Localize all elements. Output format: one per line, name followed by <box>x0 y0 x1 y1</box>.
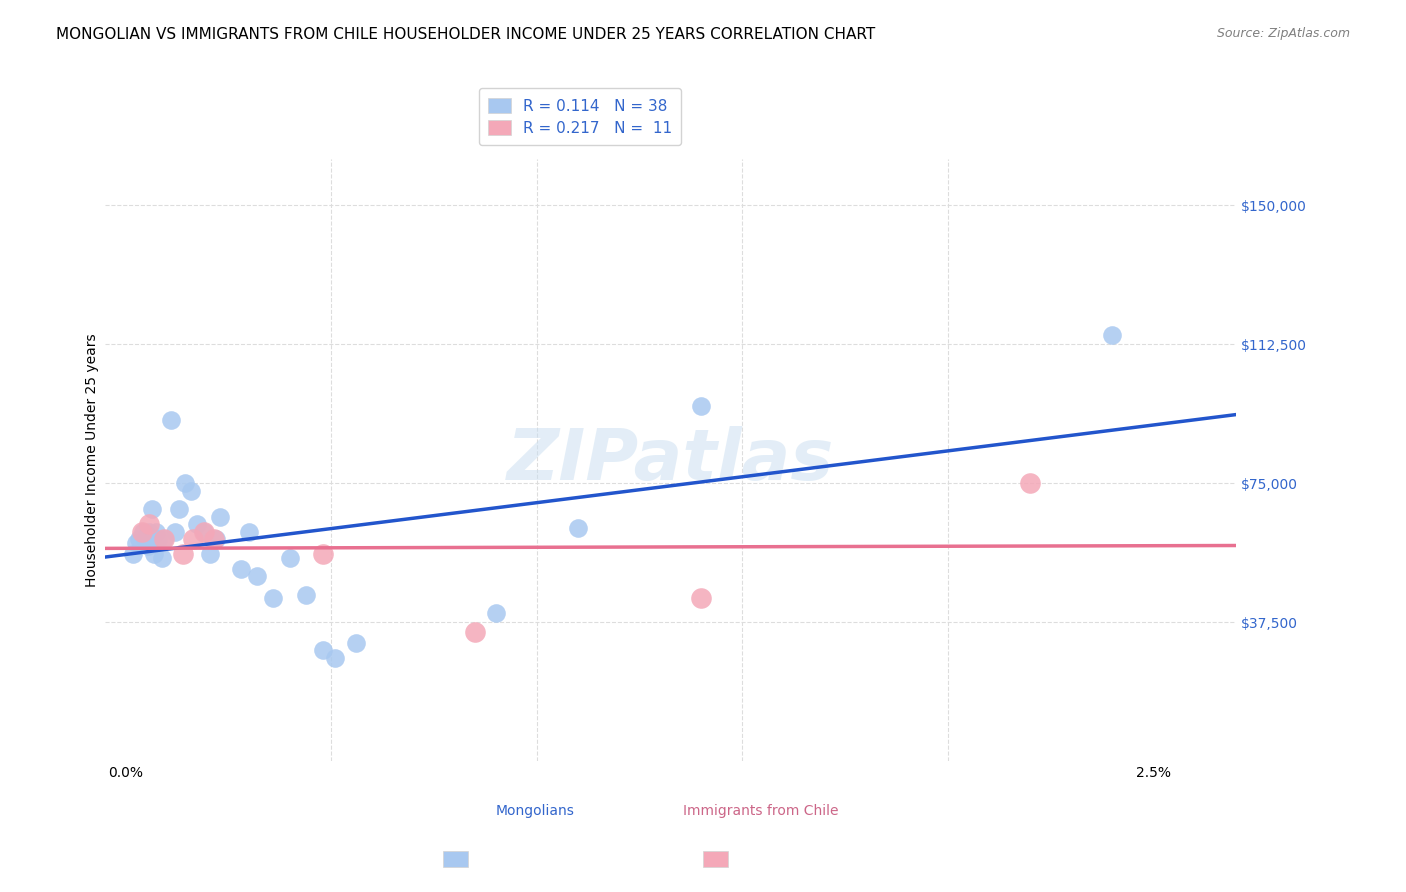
Point <box>148 532 170 546</box>
Point <box>295 588 318 602</box>
Point <box>136 540 159 554</box>
Point <box>138 517 160 532</box>
Point <box>312 547 335 561</box>
Point <box>193 524 215 539</box>
Point <box>205 532 228 546</box>
Text: Source: ZipAtlas.com: Source: ZipAtlas.com <box>1216 27 1350 40</box>
Point <box>180 483 202 498</box>
Point <box>690 399 713 413</box>
Point <box>138 524 160 539</box>
Point <box>186 517 208 532</box>
Text: Immigrants from Chile: Immigrants from Chile <box>683 804 838 818</box>
Point <box>198 547 221 561</box>
Point <box>278 550 301 565</box>
Point <box>172 547 194 561</box>
Point <box>121 547 143 561</box>
Point <box>135 528 157 542</box>
Point <box>484 606 506 620</box>
Point <box>312 643 335 657</box>
Point <box>567 521 589 535</box>
Point <box>134 532 156 546</box>
Point <box>125 535 148 549</box>
Point <box>202 532 225 546</box>
Point <box>141 502 163 516</box>
Point <box>167 502 190 516</box>
Point <box>238 524 260 539</box>
Point <box>246 569 269 583</box>
Point <box>131 524 153 539</box>
Y-axis label: Householder Income Under 25 years: Householder Income Under 25 years <box>86 334 100 587</box>
Point <box>145 524 167 539</box>
Point <box>464 624 486 639</box>
Point <box>143 547 166 561</box>
Point <box>163 524 186 539</box>
Text: ZIPatlas: ZIPatlas <box>506 425 834 495</box>
Text: Mongolians: Mongolians <box>495 804 574 818</box>
Point <box>174 476 197 491</box>
Point <box>193 524 215 539</box>
Point <box>323 650 346 665</box>
Text: MONGOLIAN VS IMMIGRANTS FROM CHILE HOUSEHOLDER INCOME UNDER 25 YEARS CORRELATION: MONGOLIAN VS IMMIGRANTS FROM CHILE HOUSE… <box>56 27 876 42</box>
Point <box>153 532 176 546</box>
Point <box>181 532 204 546</box>
Point <box>344 636 367 650</box>
Point <box>1101 328 1123 343</box>
Point <box>131 524 153 539</box>
Point <box>139 532 162 546</box>
Point <box>690 591 713 606</box>
Point <box>152 550 174 565</box>
Point <box>1019 476 1042 491</box>
Legend: R = 0.114   N = 38, R = 0.217   N =  11: R = 0.114 N = 38, R = 0.217 N = 11 <box>478 88 681 145</box>
Point <box>128 532 150 546</box>
Point <box>262 591 284 606</box>
Point <box>229 562 252 576</box>
Point <box>153 532 176 546</box>
Point <box>208 509 231 524</box>
Point <box>159 413 181 427</box>
